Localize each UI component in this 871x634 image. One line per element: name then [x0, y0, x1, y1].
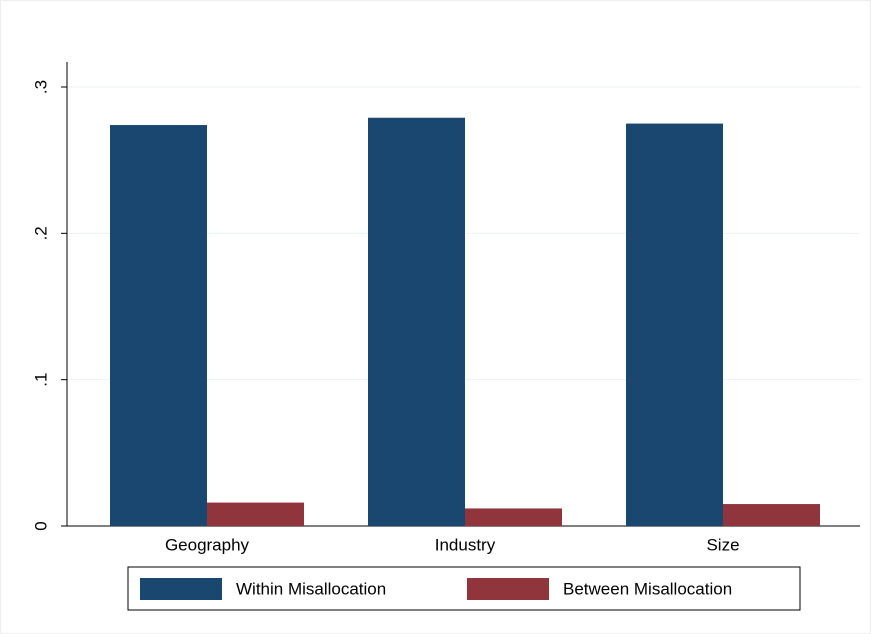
- legend-key: [467, 578, 549, 600]
- legend-label: Within Misallocation: [236, 579, 386, 598]
- x-tick-label: Size: [706, 535, 739, 554]
- bar: [207, 502, 304, 526]
- y-tick-label: 0: [31, 521, 50, 530]
- y-tick-label: .3: [31, 80, 50, 94]
- legend-key: [140, 578, 222, 600]
- bar: [368, 117, 465, 526]
- x-tick-label: Geography: [165, 535, 250, 554]
- bar: [626, 123, 723, 526]
- y-tick-label: .2: [31, 226, 50, 240]
- legend-box: [127, 566, 801, 611]
- y-tick-label: .1: [31, 373, 50, 387]
- bar: [465, 508, 562, 526]
- legend-label: Between Misallocation: [563, 579, 732, 598]
- x-tick-label: Industry: [435, 535, 496, 554]
- bar: [110, 125, 207, 527]
- bar: [723, 504, 820, 526]
